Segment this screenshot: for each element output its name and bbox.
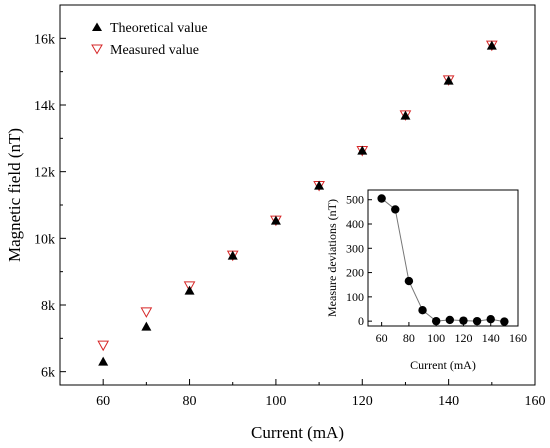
deviation-point <box>404 276 414 286</box>
inset-y-tick-label: 500 <box>346 193 364 207</box>
deviation-line <box>381 198 505 323</box>
deviation-point <box>459 316 468 325</box>
legend-marker-measured <box>91 44 103 55</box>
deviation-point <box>418 306 427 315</box>
theoretical-point <box>141 321 152 331</box>
legend: Theoretical value Measured value <box>91 21 208 58</box>
deviation-point <box>377 194 386 203</box>
theoretical-point <box>184 285 195 295</box>
main-y-tick-label: 14k <box>34 99 55 114</box>
main-axis-ticks: 60 80 100 120 140 160 6k 8k 10k 12k 14k 16k <box>34 32 546 409</box>
legend-label-measured: Measured value <box>110 43 199 58</box>
main-plot-frame <box>59 4 536 386</box>
deviation-point <box>472 316 482 326</box>
main-y-tick-label: 16k <box>34 32 55 47</box>
theoretical-point <box>400 110 411 120</box>
inset-y-tick-label: 200 <box>346 266 364 280</box>
measured-point <box>97 340 110 352</box>
deviation-point <box>431 316 441 326</box>
measured-point <box>140 307 153 318</box>
inset-y-tick-label: 400 <box>346 217 364 231</box>
inset-x-tick-label: 60 <box>376 331 388 345</box>
deviation-point <box>445 315 455 325</box>
main-x-tick-label: 120 <box>352 394 373 409</box>
legend-marker-theoretical <box>92 22 102 31</box>
inset-y-tick-label: 300 <box>346 241 364 255</box>
inset-plot-marks <box>377 194 509 326</box>
theoretical-point <box>314 180 325 190</box>
measured-point <box>183 281 196 292</box>
inset-axis-ticks: 60 80 100 120 140 160 0 100 200 300 400 500 <box>346 193 527 345</box>
deviation-point <box>500 317 509 326</box>
main-plot-marks <box>97 40 498 366</box>
deviation-point <box>391 205 400 214</box>
main-x-tick-label: 100 <box>265 394 286 409</box>
theoretical-point <box>270 215 281 225</box>
main-y-tick-label: 6k <box>41 366 55 381</box>
main-x-tick-label: 60 <box>96 394 110 409</box>
main-x-tick-label: 140 <box>438 394 459 409</box>
main-x-tick-label: 160 <box>525 394 546 409</box>
inset-x-tick-label: 100 <box>427 331 445 345</box>
inset-y-tick-label: 0 <box>358 314 364 328</box>
inset-x-axis-title: Current (mA) <box>410 358 476 372</box>
legend-label-theoretical: Theoretical value <box>110 21 208 36</box>
inset-plot-frame <box>367 189 519 327</box>
main-x-axis-title: Current (mA) <box>251 423 344 442</box>
inset-x-tick-label: 80 <box>403 331 415 345</box>
inset-x-tick-label: 160 <box>509 331 527 345</box>
inset-y-tick-label: 100 <box>346 290 364 304</box>
deviation-point <box>486 315 495 324</box>
main-y-tick-label: 10k <box>34 232 55 247</box>
inset-x-tick-label: 140 <box>482 331 500 345</box>
main-y-axis-title: Magnetic field (nT) <box>5 128 24 262</box>
theoretical-point <box>443 75 454 85</box>
theoretical-point <box>227 250 238 260</box>
main-x-tick-label: 80 <box>183 394 197 409</box>
theoretical-point <box>486 40 497 50</box>
inset-x-tick-label: 120 <box>454 331 472 345</box>
main-y-tick-label: 12k <box>34 166 55 181</box>
inset-y-axis-title: Measure deviations (nT) <box>325 199 339 317</box>
theoretical-point <box>357 145 368 155</box>
theoretical-point <box>98 356 109 366</box>
main-y-tick-label: 8k <box>41 299 55 314</box>
